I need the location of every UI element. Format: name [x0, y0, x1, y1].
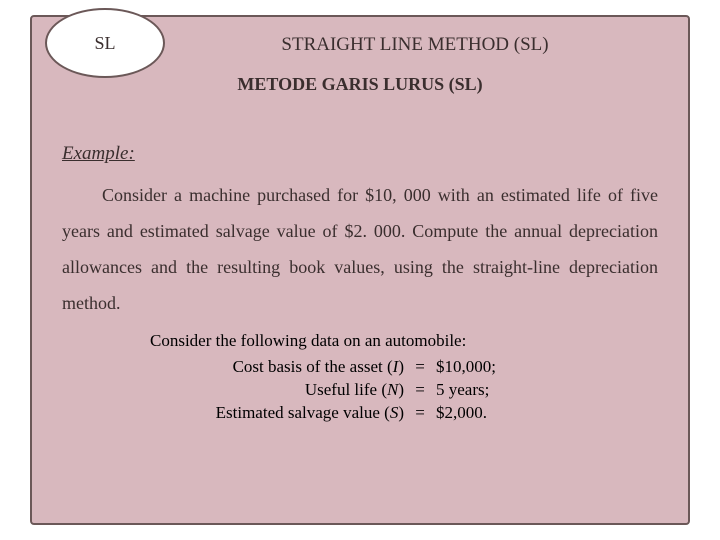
data-symbol: N: [387, 380, 398, 399]
data-label-text: Useful life (: [305, 380, 387, 399]
data-label-end: ): [398, 357, 404, 376]
example-label: Example:: [62, 143, 658, 165]
data-label-end: ): [398, 403, 404, 422]
data-row: Useful life (N) = 5 years;: [150, 380, 570, 400]
data-label-text: Estimated salvage value (: [216, 403, 390, 422]
data-label: Estimated salvage value (S): [150, 403, 410, 423]
data-heading: Consider the following data on an automo…: [150, 331, 570, 351]
data-label: Useful life (N): [150, 380, 410, 400]
equals-sign: =: [410, 357, 430, 377]
data-value: $10,000;: [430, 357, 570, 377]
slide-subtitle: METODE GARIS LURUS (SL): [62, 74, 658, 95]
data-label-end: ): [398, 380, 404, 399]
example-body: Consider a machine purchased for $10, 00…: [62, 177, 658, 321]
data-value: 5 years;: [430, 380, 570, 400]
sl-badge: SL: [45, 8, 165, 78]
data-label: Cost basis of the asset (I): [150, 357, 410, 377]
equals-sign: =: [410, 403, 430, 423]
slide-panel: STRAIGHT LINE METHOD (SL) METODE GARIS L…: [30, 15, 690, 525]
data-value: $2,000.: [430, 403, 570, 423]
data-row: Estimated salvage value (S) = $2,000.: [150, 403, 570, 423]
data-block: Consider the following data on an automo…: [150, 331, 570, 423]
equals-sign: =: [410, 380, 430, 400]
slide-title: STRAIGHT LINE METHOD (SL): [172, 34, 658, 56]
data-label-text: Cost basis of the asset (: [233, 357, 393, 376]
badge-text: SL: [94, 33, 115, 54]
data-row: Cost basis of the asset (I) = $10,000;: [150, 357, 570, 377]
